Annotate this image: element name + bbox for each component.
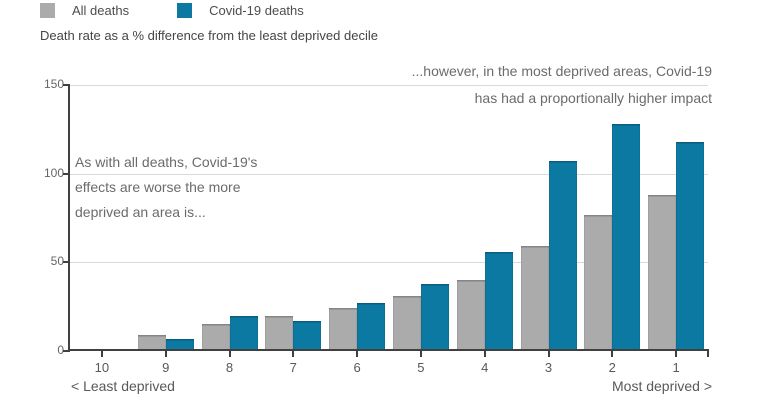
x-axis-caption-most-deprived: Most deprived > <box>612 378 712 394</box>
y-tick-label-0: 0 <box>57 343 64 357</box>
annotation-line: deprived an area is... <box>75 204 206 220</box>
gridline-150 <box>70 85 708 86</box>
chart-subtitle: Death rate as a % difference from the le… <box>40 28 378 43</box>
y-tick-label-150: 150 <box>43 77 64 91</box>
x-tick-decile-6 <box>356 351 359 357</box>
bar-all-deaths-decile-9 <box>137 335 166 351</box>
bar-all-deaths-decile-5 <box>392 296 421 351</box>
x-tick-decile-2 <box>611 351 614 357</box>
x-axis-end-tick <box>707 351 709 357</box>
x-tick-label-decile-3: 3 <box>544 360 553 375</box>
x-tick-decile-3 <box>547 351 550 357</box>
bar-covid-deaths-decile-1 <box>676 141 705 351</box>
x-axis-line <box>68 349 709 351</box>
bar-all-deaths-decile-6 <box>329 308 358 351</box>
y-tick-mark-150 <box>63 84 68 86</box>
bar-covid-deaths-decile-6 <box>357 303 386 351</box>
x-tick-decile-8 <box>228 351 231 357</box>
y-tick-mark-0 <box>63 350 68 352</box>
annotation-most-deprived: ...however, in the most deprived areas, … <box>0 58 712 112</box>
annotation-line: has had a proportionally higher impact <box>474 90 712 106</box>
x-tick-label-decile-1: 1 <box>672 360 680 375</box>
bar-covid-deaths-decile-2 <box>612 124 641 351</box>
x-tick-label-decile-4: 4 <box>481 360 489 375</box>
y-tick-label-100: 100 <box>43 165 64 180</box>
x-tick-decile-4 <box>483 351 486 357</box>
y-tick-mark-100 <box>63 172 68 175</box>
legend-label: Covid-19 deaths <box>209 3 304 18</box>
annotation-line: As with all deaths, Covid-19's <box>75 154 258 170</box>
bar-covid-deaths-decile-7 <box>293 320 322 351</box>
legend-item-covid-deaths: Covid-19 deaths <box>177 3 304 18</box>
x-tick-decile-7 <box>292 351 295 357</box>
annotation-all-deaths: As with all deaths, Covid-19's effects a… <box>75 150 257 225</box>
x-axis-caption-least-deprived: < Least deprived <box>71 378 175 394</box>
legend-item-all-deaths: All deaths <box>40 3 129 18</box>
x-tick-label-decile-2: 2 <box>608 360 616 375</box>
plot-area <box>70 85 708 351</box>
bar-all-deaths-decile-3 <box>520 246 549 351</box>
x-tick-label-decile-9: 9 <box>162 360 170 375</box>
gridline-100 <box>70 173 708 175</box>
annotation-line: effects are worse the more <box>75 179 241 195</box>
covid-deaths-swatch-icon <box>177 3 193 18</box>
x-tick-label-decile-6: 6 <box>353 360 361 375</box>
bar-all-deaths-decile-8 <box>201 324 230 351</box>
bar-all-deaths-decile-2 <box>584 214 613 351</box>
x-tick-decile-5 <box>419 351 422 357</box>
x-tick-decile-1 <box>675 351 678 357</box>
y-tick-label-50: 50 <box>50 254 64 269</box>
bar-covid-deaths-decile-9 <box>165 338 194 351</box>
x-tick-decile-9 <box>164 351 167 357</box>
bar-covid-deaths-decile-3 <box>548 161 577 351</box>
gridline-50 <box>70 262 708 264</box>
bar-all-deaths-decile-1 <box>648 194 677 351</box>
all-deaths-swatch-icon <box>40 3 55 18</box>
legend: All deaths Covid-19 deaths <box>40 3 352 18</box>
y-axis-line <box>68 84 70 352</box>
annotation-line: ...however, in the most deprived areas, … <box>411 63 712 79</box>
x-tick-label-decile-7: 7 <box>289 360 297 375</box>
x-tick-decile-10 <box>100 351 103 357</box>
y-tick-mark-50 <box>63 261 68 264</box>
x-tick-label-decile-8: 8 <box>225 360 234 375</box>
bar-covid-deaths-decile-8 <box>229 315 258 351</box>
bar-all-deaths-decile-7 <box>265 315 294 351</box>
bar-covid-deaths-decile-4 <box>484 251 513 351</box>
bar-all-deaths-decile-4 <box>456 280 485 351</box>
x-tick-label-decile-5: 5 <box>417 360 425 375</box>
bar-covid-deaths-decile-5 <box>420 283 449 351</box>
x-tick-label-decile-10: 10 <box>94 360 110 375</box>
legend-label: All deaths <box>72 3 130 18</box>
